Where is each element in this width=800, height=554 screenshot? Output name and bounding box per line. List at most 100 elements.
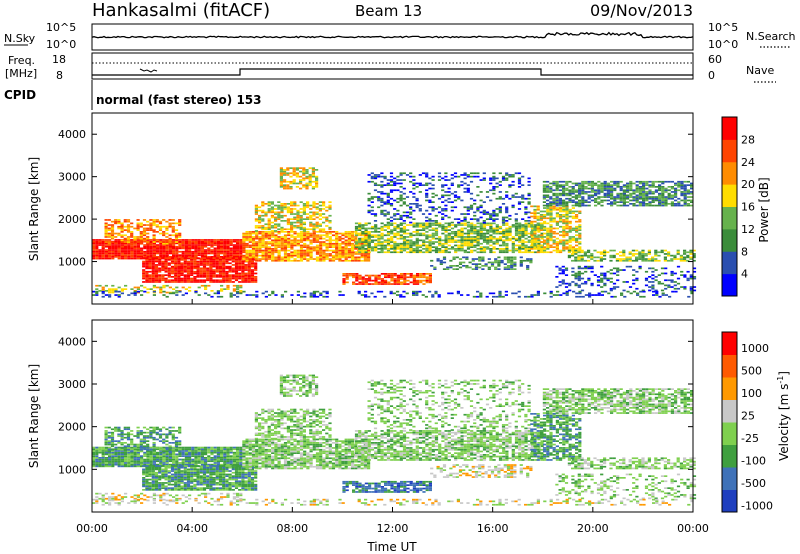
power-cell	[632, 274, 636, 276]
power-cell	[524, 244, 528, 247]
power-cell	[383, 229, 387, 231]
power-cell	[151, 277, 155, 280]
power-cell	[616, 270, 620, 273]
power-cell	[139, 241, 143, 243]
power-cell	[174, 259, 178, 261]
power-cell	[315, 231, 320, 233]
power-cell	[460, 239, 464, 242]
power-cell	[396, 248, 400, 250]
power-cell	[670, 194, 674, 197]
power-cell	[110, 234, 115, 237]
power-cell	[390, 237, 394, 240]
power-cell	[358, 248, 362, 250]
power-cell	[565, 208, 569, 211]
power-cell	[500, 261, 504, 264]
power-cell	[374, 249, 378, 252]
power-cell	[463, 220, 467, 222]
power-cell	[183, 262, 187, 265]
power-cell	[92, 252, 96, 255]
power-cell	[293, 237, 297, 240]
power-cell	[98, 239, 102, 241]
power-cell	[220, 244, 224, 246]
power-cell	[439, 261, 443, 264]
power-cell	[267, 256, 272, 259]
power-cell	[309, 254, 313, 257]
power-cell	[190, 267, 194, 270]
power-cell	[559, 214, 563, 216]
power-cell	[511, 242, 515, 245]
power-cell	[319, 234, 323, 237]
power-cell	[555, 224, 559, 226]
power-cell	[215, 259, 219, 261]
power-cell	[209, 267, 213, 270]
power-cell	[412, 242, 416, 245]
power-cell	[587, 249, 591, 252]
power-cell	[289, 175, 293, 178]
power-cell	[587, 197, 591, 200]
power-cell	[479, 199, 483, 202]
power-cell	[251, 249, 256, 252]
power-cell	[603, 274, 607, 276]
power-cell	[628, 256, 632, 259]
power-cell	[328, 201, 332, 203]
power-cell	[315, 179, 319, 181]
power-cell	[533, 242, 537, 245]
power-cell	[478, 263, 482, 265]
power-cell	[267, 249, 272, 252]
power-cell	[543, 236, 547, 238]
power-cell	[571, 212, 575, 214]
power-cell	[299, 259, 304, 262]
power-cell	[241, 269, 245, 271]
power-cell	[380, 283, 384, 285]
power-cell	[409, 276, 413, 279]
power-cell	[274, 216, 278, 219]
power-cell	[151, 265, 155, 268]
power-cell	[158, 225, 163, 228]
power-cell	[196, 276, 200, 278]
power-cell	[358, 237, 362, 240]
power-cell	[565, 217, 569, 220]
power-cell	[212, 281, 216, 283]
power-cell	[136, 242, 140, 245]
power-cell	[101, 244, 105, 246]
power-cell	[290, 259, 294, 262]
power-cell	[651, 286, 655, 288]
power-cell	[318, 204, 322, 207]
power-cell	[165, 249, 169, 251]
power-cell	[564, 267, 569, 270]
power-cell	[232, 284, 236, 287]
power-cell	[341, 248, 345, 250]
power-cell	[303, 256, 307, 259]
power-cell	[363, 259, 367, 262]
power-cell	[527, 249, 531, 252]
power-cell	[361, 246, 365, 248]
power-cell	[476, 209, 480, 212]
power-cell	[238, 281, 242, 283]
power-cell	[264, 226, 268, 229]
power-cell	[302, 226, 306, 229]
power-cell	[312, 237, 316, 240]
power-cell	[433, 268, 437, 270]
power-cell	[425, 246, 429, 248]
power-cell	[431, 201, 435, 203]
power-cell	[309, 228, 313, 231]
power-cell	[370, 213, 374, 215]
power-cell	[95, 257, 99, 260]
power-cell	[469, 204, 474, 207]
power-cell	[533, 215, 537, 218]
power-cell	[188, 244, 192, 246]
power-cell	[658, 204, 662, 207]
power-cell	[130, 240, 134, 243]
power-cell	[431, 246, 435, 248]
power-cell	[335, 258, 339, 260]
power-cell	[667, 192, 671, 195]
power-cell	[661, 186, 665, 188]
power-cell	[527, 197, 531, 200]
power-cell	[409, 273, 413, 275]
power-cell	[312, 230, 316, 232]
power-cell	[631, 253, 635, 255]
power-cell	[438, 251, 442, 254]
power-cell	[530, 232, 534, 235]
power-cell	[377, 281, 381, 284]
power-cell	[492, 236, 496, 238]
